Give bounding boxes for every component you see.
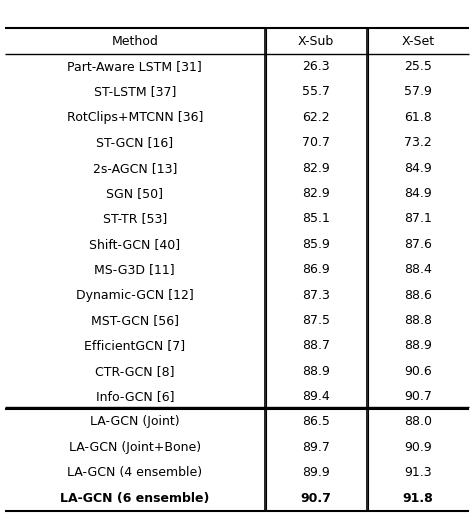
Text: ST-LSTM [37]: ST-LSTM [37] <box>94 85 176 99</box>
Text: 88.7: 88.7 <box>302 340 330 352</box>
Text: 25.5: 25.5 <box>404 60 432 73</box>
Text: 73.2: 73.2 <box>404 136 432 149</box>
Text: 89.7: 89.7 <box>302 441 330 454</box>
Text: X-Sub: X-Sub <box>298 35 334 47</box>
Text: 88.0: 88.0 <box>404 415 432 428</box>
Text: MS-G3D [11]: MS-G3D [11] <box>94 263 175 276</box>
Text: 91.3: 91.3 <box>404 466 432 479</box>
Text: 82.9: 82.9 <box>302 187 330 200</box>
Text: LA-GCN (Joint+Bone): LA-GCN (Joint+Bone) <box>69 441 201 454</box>
Text: EfficientGCN [7]: EfficientGCN [7] <box>84 340 185 352</box>
Text: RotClips+MTCNN [36]: RotClips+MTCNN [36] <box>67 111 203 124</box>
Text: CTR-GCN [8]: CTR-GCN [8] <box>95 365 174 378</box>
Text: 90.7: 90.7 <box>301 492 331 505</box>
Text: 55.7: 55.7 <box>302 85 330 99</box>
Text: 90.6: 90.6 <box>404 365 432 378</box>
Text: 84.9: 84.9 <box>404 162 432 174</box>
Text: 70.7: 70.7 <box>302 136 330 149</box>
Text: LA-GCN (6 ensemble): LA-GCN (6 ensemble) <box>60 492 210 505</box>
Text: 90.7: 90.7 <box>404 390 432 403</box>
Text: Part-Aware LSTM [31]: Part-Aware LSTM [31] <box>67 60 202 73</box>
Text: Info-GCN [6]: Info-GCN [6] <box>96 390 174 403</box>
Text: 62.2: 62.2 <box>302 111 330 124</box>
Text: MST-GCN [56]: MST-GCN [56] <box>91 314 179 327</box>
Text: 86.9: 86.9 <box>302 263 330 276</box>
Text: 85.1: 85.1 <box>302 212 330 225</box>
Text: 90.9: 90.9 <box>404 441 432 454</box>
Text: 89.4: 89.4 <box>302 390 330 403</box>
Text: 89.9: 89.9 <box>302 466 330 479</box>
Text: 88.6: 88.6 <box>404 288 432 301</box>
Text: 2s-AGCN [13]: 2s-AGCN [13] <box>92 162 177 174</box>
Text: 87.5: 87.5 <box>302 314 330 327</box>
Text: 91.8: 91.8 <box>403 492 434 505</box>
Text: 61.8: 61.8 <box>404 111 432 124</box>
Text: Method: Method <box>111 35 158 47</box>
Text: 85.9: 85.9 <box>302 238 330 251</box>
Text: 86.5: 86.5 <box>302 415 330 428</box>
Text: 87.6: 87.6 <box>404 238 432 251</box>
Text: Dynamic-GCN [12]: Dynamic-GCN [12] <box>76 288 194 301</box>
Text: X-Set: X-Set <box>401 35 435 47</box>
Text: 82.9: 82.9 <box>302 162 330 174</box>
Text: 88.9: 88.9 <box>302 365 330 378</box>
Text: ST-GCN [16]: ST-GCN [16] <box>96 136 173 149</box>
Text: 57.9: 57.9 <box>404 85 432 99</box>
Text: ST-TR [53]: ST-TR [53] <box>103 212 167 225</box>
Text: 26.3: 26.3 <box>302 60 330 73</box>
Text: 87.3: 87.3 <box>302 288 330 301</box>
Text: SGN [50]: SGN [50] <box>106 187 164 200</box>
Text: 88.9: 88.9 <box>404 340 432 352</box>
Text: Shift-GCN [40]: Shift-GCN [40] <box>89 238 181 251</box>
Text: LA-GCN (Joint): LA-GCN (Joint) <box>90 415 180 428</box>
Text: 88.8: 88.8 <box>404 314 432 327</box>
Text: 88.4: 88.4 <box>404 263 432 276</box>
Text: 87.1: 87.1 <box>404 212 432 225</box>
Text: 84.9: 84.9 <box>404 187 432 200</box>
Text: LA-GCN (4 ensemble): LA-GCN (4 ensemble) <box>67 466 202 479</box>
